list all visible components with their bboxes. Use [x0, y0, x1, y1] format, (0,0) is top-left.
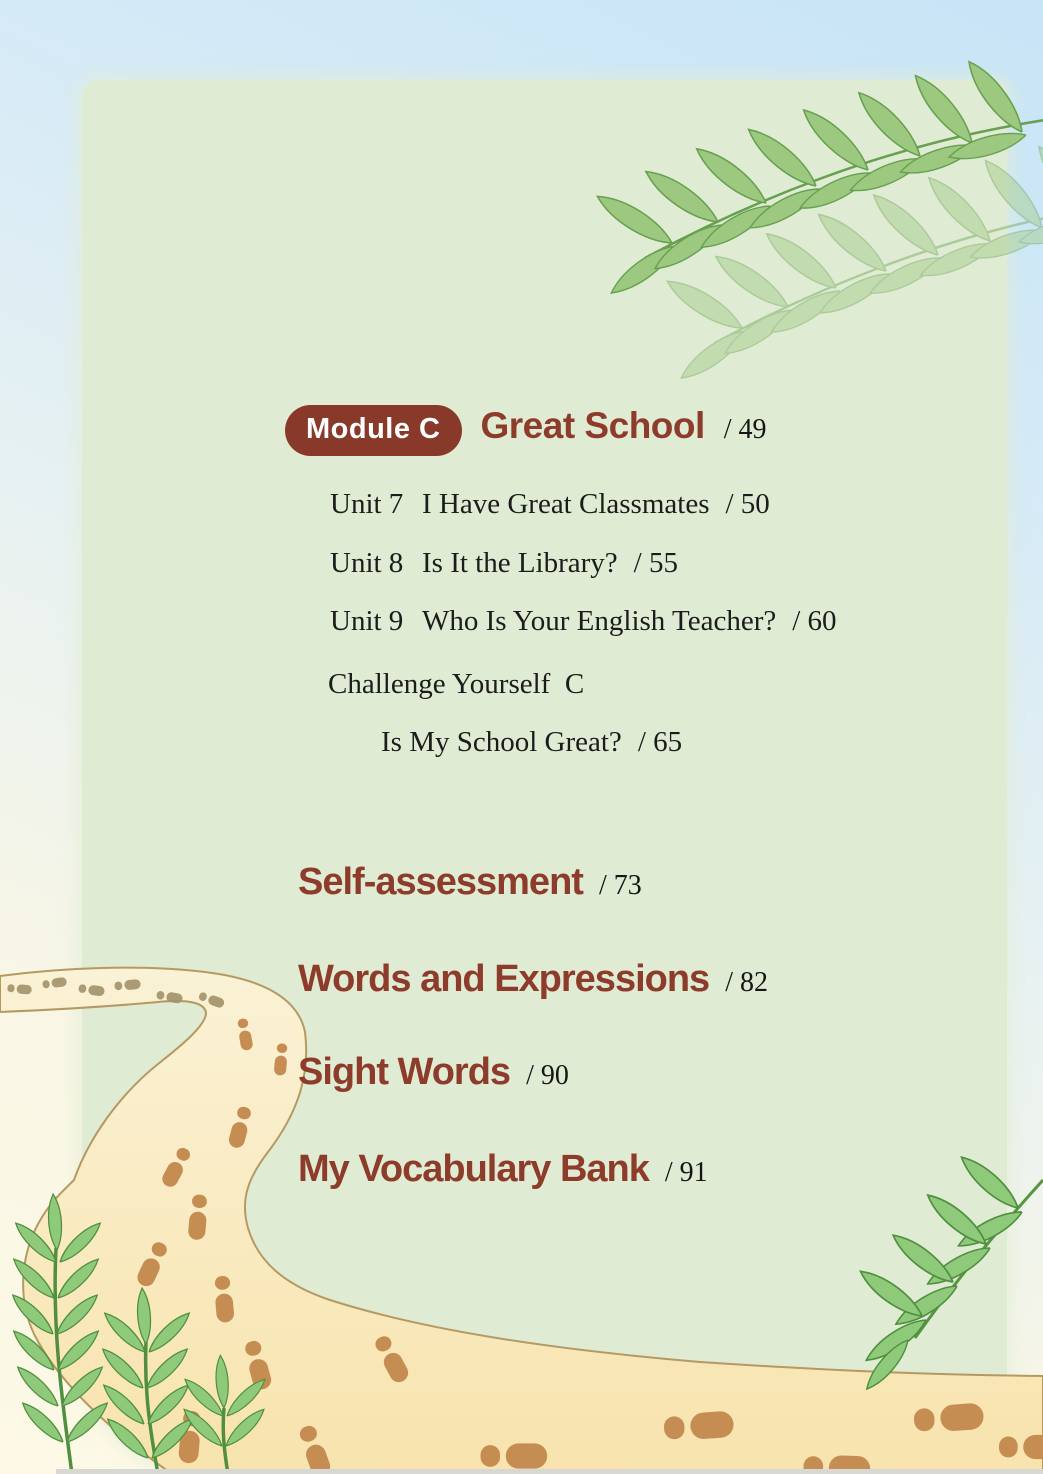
unit-title: Who Is Your English Teacher? — [422, 605, 777, 637]
unit-number: Unit 9 — [330, 605, 404, 637]
module-heading-row: Module C Great School / 49 — [285, 405, 767, 456]
section-title: My Vocabulary Bank — [298, 1148, 650, 1190]
module-page-number: / 49 — [723, 414, 767, 445]
toc-unit-row: Unit 9 Who Is Your English Teacher? / 60 — [330, 605, 837, 638]
unit-title: I Have Great Classmates — [422, 488, 710, 520]
unit-page-number: / 55 — [633, 547, 678, 579]
fern-branch-bottom-right — [854, 1149, 1043, 1395]
fern-plants-bottom-left — [7, 1193, 270, 1474]
unit-title: Is It the Library? — [422, 547, 618, 579]
section-page-number: / 73 — [598, 870, 642, 901]
section-page-number: / 82 — [725, 967, 768, 998]
section-title: Sight Words — [298, 1051, 511, 1093]
section-row-words-and-expressions: Words and Expressions / 82 — [298, 958, 768, 1001]
challenge-item-row: Is My School Great? / 65 — [381, 726, 682, 759]
section-page-number: / 91 — [664, 1157, 708, 1188]
challenge-page-number: / 65 — [637, 726, 683, 758]
unit-page-number: / 50 — [725, 488, 770, 520]
unit-number: Unit 7 — [330, 488, 404, 520]
challenge-yourself-label: Challenge Yourself C — [328, 668, 585, 700]
section-page-number: / 90 — [526, 1060, 569, 1091]
unit-number: Unit 8 — [330, 547, 404, 579]
module-title: Great School — [480, 405, 706, 446]
section-title: Self-assessment — [298, 861, 584, 903]
module-badge: Module C — [285, 405, 462, 456]
section-row-my-vocabulary-bank: My Vocabulary Bank / 91 — [298, 1148, 708, 1191]
page-edge-strip — [56, 1469, 1043, 1474]
footpath-illustration — [0, 966, 1043, 1474]
toc-unit-row: Unit 7 I Have Great Classmates / 50 — [330, 488, 770, 521]
challenge-item-title: Is My School Great? — [381, 726, 622, 758]
section-title: Words and Expressions — [298, 958, 710, 1000]
section-row-sight-words: Sight Words / 90 — [298, 1051, 569, 1094]
unit-page-number: / 60 — [792, 605, 837, 637]
section-row-self-assessment: Self-assessment / 73 — [298, 861, 642, 904]
toc-unit-row: Unit 8 Is It the Library? / 55 — [330, 547, 678, 580]
